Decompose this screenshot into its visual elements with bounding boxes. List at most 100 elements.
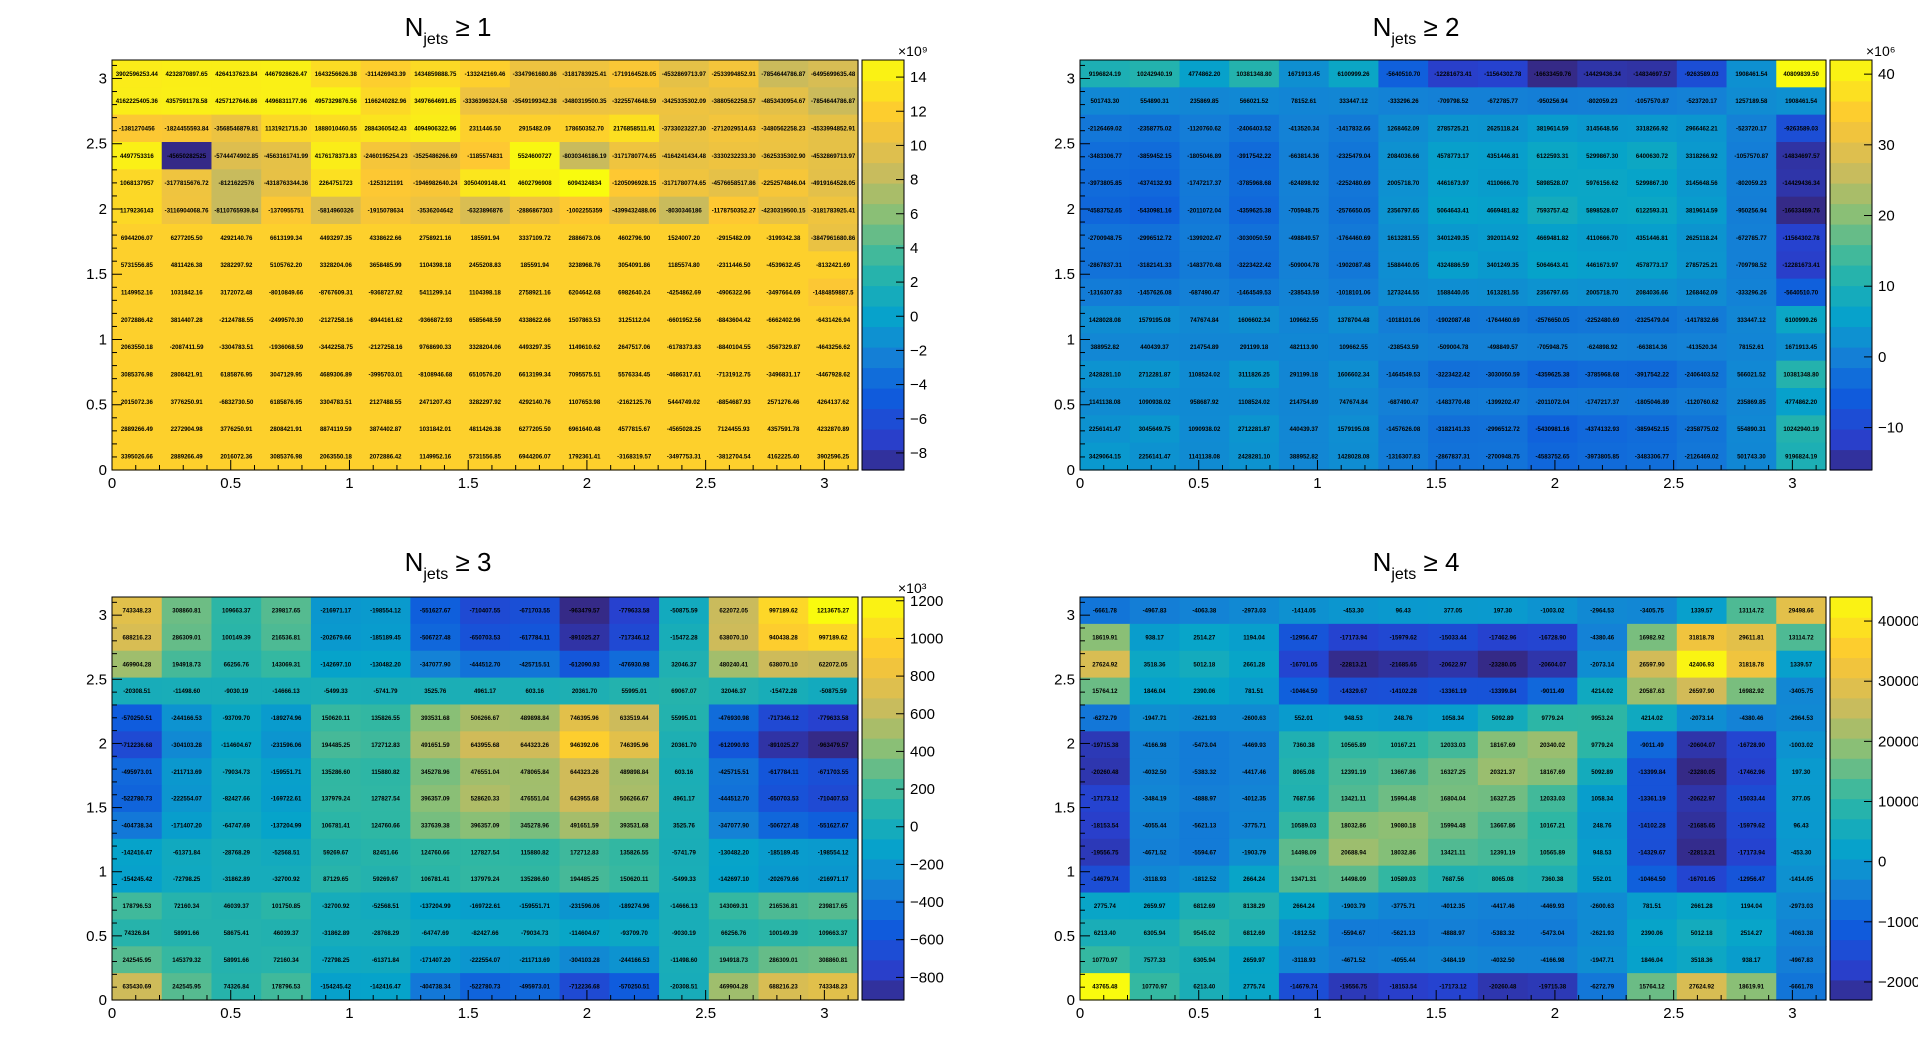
heatmap-cell (410, 333, 461, 362)
cell-value-label: 2471207.43 (419, 400, 452, 406)
heatmap-cell (1776, 360, 1827, 389)
heatmap-cell (460, 865, 511, 894)
cell-value-label: 4461673.97 (1437, 181, 1470, 187)
cell-value-label: -130482.20 (718, 850, 749, 856)
colorbar-frame (861, 59, 905, 471)
title-main: N (405, 547, 424, 577)
heatmap-cell (1378, 946, 1429, 974)
cell-value-label: 29498.66 (1788, 609, 1814, 615)
heatmap-cell (609, 892, 660, 920)
cell-value-label: 2966462.21 (1686, 126, 1719, 132)
cell-value-label: 4774862.20 (1785, 400, 1818, 406)
cell-value-label: 7687.56 (1293, 797, 1316, 803)
cell-value-label: 4357591178.58 (166, 99, 208, 105)
cell-value-label: 4496831177.96 (265, 99, 307, 105)
cell-value-label: 178796.53 (272, 985, 301, 991)
cell-value-label: -3484.19 (1143, 797, 1168, 803)
axes: 0 0.5 1 1.5 2 2.5 300.511.522.53 (1054, 64, 1817, 492)
heatmap-cell (360, 838, 411, 867)
heatmap-cell (161, 704, 213, 732)
colorbar-step (862, 367, 904, 389)
heatmap-cell (410, 758, 461, 786)
heatmap-cell (1129, 704, 1181, 732)
colorbar-tick-label: 4 (910, 240, 918, 257)
cell-value-label: 2625118.24 (1487, 126, 1519, 132)
heatmap-cell (609, 623, 660, 652)
heatmap-cell (1229, 731, 1280, 759)
heatmap-cell (1676, 892, 1728, 920)
cell-value-label: -1003.02 (1541, 609, 1566, 615)
cell-value-label: -1812.52 (1292, 931, 1317, 937)
heatmap-cell (609, 597, 660, 625)
cell-value-label: 4602796.90 (618, 236, 651, 242)
heatmap-cell (1428, 360, 1479, 389)
heatmap-cell (1627, 360, 1678, 389)
heatmap-cell (808, 704, 859, 732)
heatmap-cell (1726, 60, 1777, 88)
cell-value-label: 603.16 (675, 770, 694, 776)
cell-value-label: -802059.23 (1587, 99, 1618, 105)
heatmap-cell (609, 919, 660, 947)
heatmap-cell (460, 169, 511, 198)
colorbar-step (862, 738, 904, 759)
heatmap-cell (261, 838, 312, 867)
heatmap-cell (410, 597, 461, 625)
heatmap-cell (161, 946, 213, 974)
cell-value-label: 2072886.42 (370, 454, 403, 460)
heatmap-cell (659, 811, 710, 840)
heatmap-cell (112, 169, 163, 198)
heatmap-cell (1527, 704, 1578, 732)
heatmap-cell (460, 597, 511, 625)
cell-value-label: 3819614.59 (1536, 126, 1569, 132)
heatmap-cell (1378, 196, 1429, 225)
cell-value-label: 18032.86 (1341, 823, 1367, 829)
heatmap-cell (261, 278, 312, 307)
heatmap-cell (1776, 623, 1827, 652)
heatmap-cell (509, 597, 561, 625)
cell-value-label: -4919164528.05 (811, 181, 856, 187)
heatmap-cell (808, 114, 859, 143)
cell-value-label: 124760.66 (371, 823, 400, 829)
cell-value-label: -20622.97 (1688, 797, 1716, 803)
cell-value-label: -4532869713.97 (662, 72, 707, 78)
cell-value-label: -712236.68 (569, 985, 600, 991)
heatmap-cell (808, 60, 859, 88)
cell-value-label: 1588440.05 (1387, 263, 1420, 269)
cell-value-label: -4318763344.36 (264, 181, 309, 187)
colorbar-step (862, 80, 904, 102)
y-tick-label: 3 (99, 70, 107, 87)
heatmap-cell (1776, 306, 1827, 334)
cell-value-label: -64747.69 (422, 931, 450, 937)
heatmap-cell (758, 114, 809, 143)
cell-value-label: -14834697.57 (1782, 154, 1820, 160)
colorbar-step (862, 939, 904, 961)
heatmap-cell (1527, 892, 1578, 920)
heatmap-cell (1129, 388, 1181, 416)
cell-value-label: -498849.57 (1487, 345, 1518, 351)
x-tick-label: 0 (1076, 475, 1084, 492)
cell-value-label: 12391.19 (1490, 850, 1516, 856)
cell-value-label: -4539632.45 (766, 263, 801, 269)
heatmap-cell (360, 677, 411, 706)
cell-value-label: -710407.53 (818, 797, 849, 803)
heatmap-cell (1676, 114, 1728, 143)
heatmap-cell (1776, 224, 1827, 252)
heatmap-cell (360, 388, 411, 416)
heatmap-cell (1080, 114, 1131, 143)
cell-value-label: 74326.84 (224, 985, 250, 991)
cell-value-label: -114604.67 (221, 743, 252, 749)
heatmap-cell (1676, 785, 1728, 813)
heatmap-cell (609, 87, 660, 116)
heatmap-cell (211, 811, 262, 840)
heatmap-cell (1378, 785, 1429, 813)
cell-value-label: -4374132.93 (1138, 181, 1173, 187)
heatmap-cell (758, 704, 809, 732)
cell-value-label: 377.05 (1444, 609, 1463, 615)
heatmap-cell (360, 623, 411, 652)
heatmap-cell (1378, 278, 1429, 307)
heatmap-cell (1179, 758, 1230, 786)
cell-value-label: 1888010460.55 (315, 126, 358, 132)
heatmap-cell (609, 388, 660, 416)
heatmap-cell (1179, 224, 1230, 252)
